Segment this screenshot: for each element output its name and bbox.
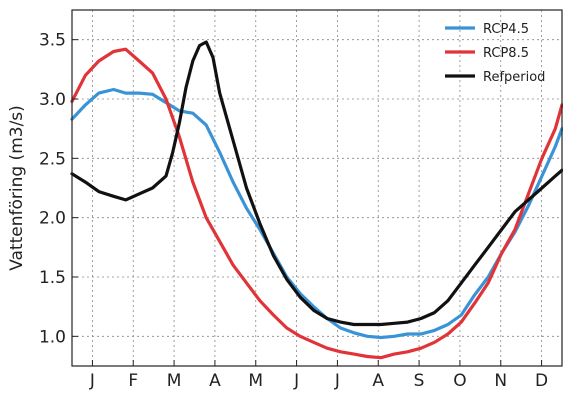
x-tick-label: S bbox=[414, 371, 425, 390]
x-tick-label: O bbox=[453, 371, 466, 390]
x-tick-label: F bbox=[128, 371, 138, 390]
x-tick-label: A bbox=[209, 371, 221, 390]
y-axis-label: Vattenföring (m3/s) bbox=[7, 105, 27, 271]
series-layer bbox=[72, 42, 562, 358]
legend-label: RCP4.5 bbox=[483, 22, 529, 37]
x-tick-label: M bbox=[167, 371, 182, 390]
y-tick-label: 1.0 bbox=[39, 327, 66, 347]
y-tick-label: 3.5 bbox=[39, 31, 66, 51]
y-tick-label: 1.5 bbox=[39, 268, 66, 288]
x-tick-label: D bbox=[535, 371, 548, 390]
series-line-rcp4-5 bbox=[72, 90, 562, 338]
legend-label: Refperiod bbox=[483, 70, 545, 85]
legend-label: RCP8.5 bbox=[483, 46, 529, 61]
y-tick-label: 3.0 bbox=[39, 90, 66, 110]
x-tick-label: J bbox=[334, 371, 340, 390]
x-tick-label: A bbox=[372, 371, 384, 390]
y-tick-label: 2.5 bbox=[39, 149, 66, 169]
x-tick-label: J bbox=[89, 371, 95, 390]
x-tick-label: J bbox=[293, 371, 299, 390]
y-tick-label: 2.0 bbox=[39, 209, 66, 229]
x-tick-label: N bbox=[494, 371, 507, 390]
x-tick-label: M bbox=[248, 371, 263, 390]
